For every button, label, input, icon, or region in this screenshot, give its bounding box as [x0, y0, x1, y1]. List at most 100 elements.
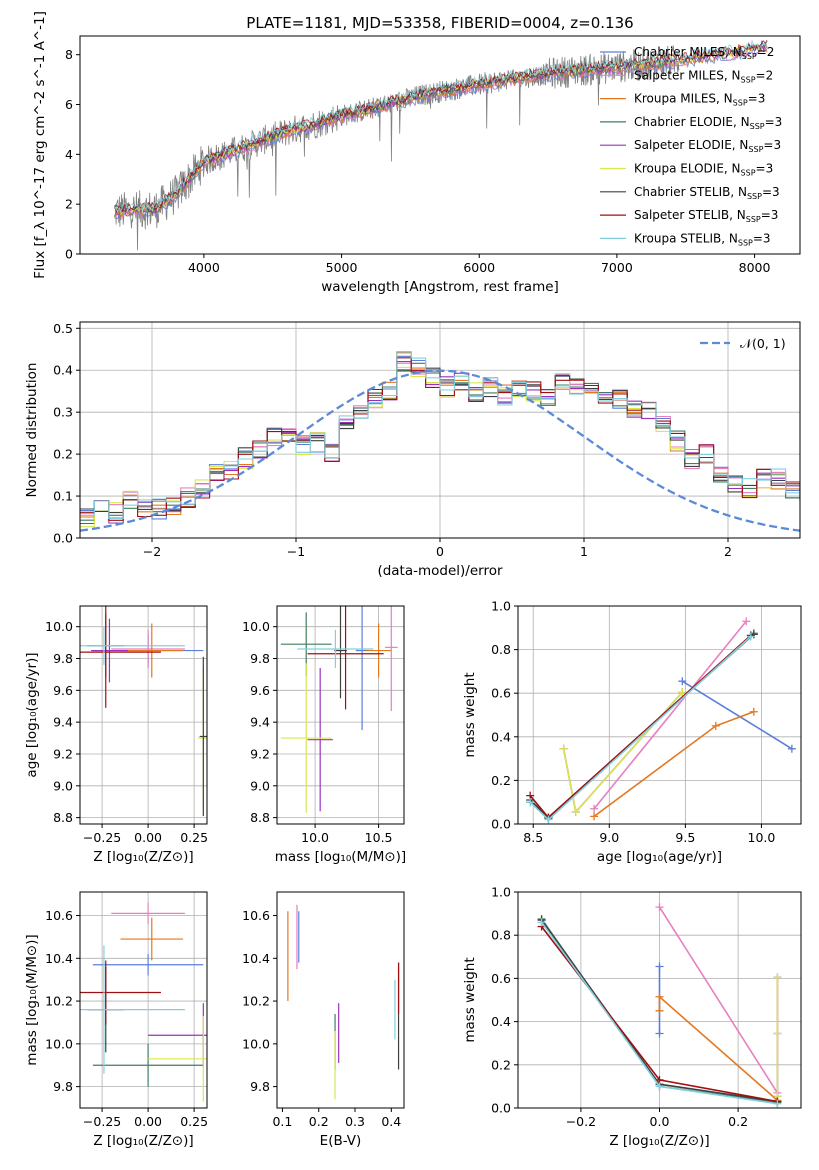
gaussian-reference-line [80, 369, 800, 532]
y-tick-label: 10.4 [45, 951, 73, 966]
x-tick-label: 0.0 [650, 1114, 670, 1129]
y-tick-label: 0.6 [491, 686, 511, 701]
legend-label-tail: =3 [753, 231, 771, 245]
y-tick-label: 0.3 [53, 405, 73, 420]
y-tick-label: 9.0 [250, 778, 270, 793]
y-tick-label: 0.2 [53, 447, 73, 462]
y-tick-label: 0.1 [53, 489, 73, 504]
y-tick-label: 0.2 [491, 1057, 511, 1072]
y-tick-label: 9.8 [53, 1079, 73, 1094]
y-axis-label: mass weight [462, 957, 478, 1042]
legend-label: Kroupa ELODIE, NSSP=3 [634, 162, 773, 178]
x-tick-label: 0.1 [272, 1114, 292, 1129]
errorbar-point [297, 629, 374, 669]
x-tick-label: 0.2 [309, 1114, 329, 1129]
legend-label-base: Salpeter STELIB, N [634, 208, 746, 222]
weight-point-marker [773, 1099, 782, 1108]
errorbar-point [384, 606, 398, 712]
x-axis-label: E(B-V) [320, 1133, 362, 1149]
y-tick-label: 9.8 [250, 1079, 270, 1094]
weight-point-marker [678, 688, 687, 697]
x-tick-label: 0.2 [728, 1114, 748, 1129]
y-tick-label: 8 [65, 47, 73, 62]
legend-label-sub: SSP [750, 122, 765, 131]
y-tick-label: 9.2 [53, 746, 73, 761]
legend-label-sub: SSP [741, 75, 756, 84]
errorbar-point [92, 1043, 204, 1087]
legend-label-sub: SSP [748, 145, 763, 154]
weight-point-marker [749, 707, 758, 716]
plot-area [80, 606, 207, 817]
x-axis-label: age [log₁₀(age/yr)] [597, 849, 722, 865]
weight-point-marker [742, 617, 751, 626]
y-tick-label: 2 [65, 197, 73, 212]
weight-point-marker [711, 721, 720, 730]
axes-frame [79, 35, 801, 255]
weight-point-marker [655, 1006, 664, 1015]
weight-point-marker [655, 1082, 664, 1091]
errorbar-point [80, 626, 185, 665]
x-tick-label: 4000 [188, 260, 220, 275]
panel-weight-vs-Z: −0.2 0.0 0.2 0.0 0.2 0.4 0.6 0.8 1.0 Z [log₁₀(Z/Z… [462, 885, 802, 1149]
weight-point-marker [787, 744, 796, 753]
axes-frame [276, 605, 405, 825]
y-tick-label: 0 [65, 247, 73, 262]
axes-frame [79, 605, 208, 825]
errorbar-point [80, 945, 185, 1074]
y-tick-label: 9.6 [250, 683, 270, 698]
weight-point-marker [537, 918, 546, 927]
y-tick-label: 0.8 [491, 928, 511, 943]
legend-label: Chabrier MILES, NSSP=2 [634, 45, 774, 61]
legend-label: Salpeter STELIB, NSSP=3 [634, 208, 778, 224]
y-tick-label: 9.4 [53, 715, 73, 730]
legend-label-sub: SSP [742, 52, 757, 61]
legend-label-base: Salpeter MILES, N [634, 68, 741, 82]
y-tick-label: 10.6 [242, 908, 270, 923]
x-tick-label: 0 [436, 544, 444, 559]
legend-label-base: Chabrier MILES, N [634, 45, 742, 59]
x-tick-label: 0.25 [180, 830, 208, 845]
weight-point-marker [590, 804, 599, 813]
x-tick-label: 1 [580, 544, 588, 559]
plot-area [80, 351, 800, 532]
legend-label-sub: SSP [741, 169, 756, 178]
x-axis-label: Z [log₁₀(Z/Z⊙)] [609, 1133, 709, 1149]
model-fit-line [114, 45, 768, 220]
y-tick-label: 9.0 [53, 778, 73, 793]
x-tick-label: 8000 [739, 260, 771, 275]
legend-label-base: Kroupa MILES, N [634, 92, 733, 106]
panel-age-vs-Z: −0.25 0.00 0.25 8.8 9.0 9.2 9.4 9.6 9.8 10.0 Z [lo… [24, 605, 208, 865]
y-axis-label: mass weight [462, 672, 478, 757]
panel-age-vs-mass: 10.0 10.5 8.8 9.0 9.2 9.4 9.6 9.8 10.0 mass [log₁… [242, 605, 406, 865]
x-tick-label: −1 [287, 544, 305, 559]
y-tick-label: 0.0 [53, 531, 73, 546]
legend-label-tail: =2 [756, 68, 774, 82]
legend-label-sub: SSP [738, 238, 753, 247]
y-tick-label: 0.8 [491, 642, 511, 657]
legend-label: Salpeter MILES, NSSP=2 [634, 68, 773, 84]
weight-point-marker [655, 962, 664, 971]
errorbar-point [334, 606, 347, 699]
weight-point-marker [655, 903, 664, 912]
legend-label: Chabrier STELIB, NSSP=3 [634, 185, 780, 201]
weight-point-marker [773, 973, 782, 982]
weight-point-marker [571, 808, 580, 817]
axes-frame [276, 891, 405, 1109]
x-tick-label: 5000 [326, 260, 358, 275]
legend-label-tail: =3 [763, 138, 781, 152]
weight-point-marker [773, 1029, 782, 1038]
x-tick-label: 2 [724, 544, 732, 559]
y-tick-label: 10.0 [45, 619, 73, 634]
x-tick-label: 0.4 [381, 1114, 401, 1129]
legend-label-base: Salpeter ELODIE, N [634, 138, 748, 152]
errorbar-point [307, 668, 333, 812]
y-tick-label: 1.0 [491, 885, 511, 900]
x-tick-label: 10.0 [748, 830, 776, 845]
weight-point-marker [526, 798, 535, 807]
x-tick-label: 9.5 [675, 830, 695, 845]
legend-label-tail: =2 [757, 45, 775, 59]
y-tick-label: 10.0 [242, 619, 270, 634]
